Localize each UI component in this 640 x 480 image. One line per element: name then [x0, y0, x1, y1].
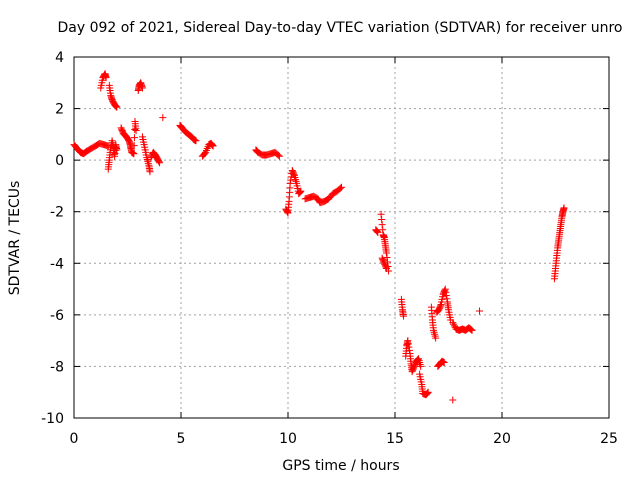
data-point [374, 228, 382, 236]
data-point [297, 187, 305, 195]
data-point-dense [424, 389, 432, 397]
data-point-dense [443, 295, 451, 303]
x-tick-labels: 0 5 10 15 20 25 [70, 431, 618, 447]
data-point-dense [414, 355, 422, 363]
data-point [286, 179, 294, 187]
data-point [209, 142, 217, 150]
data-point [432, 334, 440, 342]
data-point [159, 114, 167, 122]
y-tick-label: -6 [50, 308, 64, 324]
data-point-dense [450, 320, 458, 328]
y-tick-label: -2 [50, 205, 64, 221]
x-tick-label: 25 [600, 431, 618, 447]
data-point-dense [423, 390, 431, 398]
data-point-dense [130, 134, 138, 142]
data-point-dense [379, 226, 387, 234]
data-point [417, 362, 425, 370]
data-point-dense [373, 228, 381, 236]
y-tick-label: 2 [55, 102, 64, 118]
data-point-dense [442, 288, 450, 296]
data-point [146, 168, 154, 176]
data-point-dense [404, 340, 412, 348]
data-point [476, 307, 484, 315]
data-point-dense [467, 326, 475, 334]
y-tick-label: -10 [41, 411, 64, 427]
data-point [440, 359, 448, 367]
data-point-dense [405, 346, 413, 354]
data-point-dense [382, 263, 390, 271]
data-point-dense [450, 322, 458, 330]
data-point [113, 146, 121, 154]
data-point-dense [378, 215, 386, 223]
data-point [138, 84, 146, 92]
data-point [449, 396, 457, 404]
data-point [449, 319, 457, 327]
data-point [132, 126, 140, 134]
data-point-dense [274, 151, 282, 159]
data-point [441, 285, 449, 293]
data-point [382, 249, 390, 257]
y-tick-label: -8 [50, 359, 64, 375]
x-tick-label: 10 [279, 431, 297, 447]
data-point [468, 326, 476, 334]
y-tick-label: 4 [55, 50, 64, 66]
data-point-dense [296, 188, 304, 196]
data-point [130, 150, 138, 158]
chart-title: Day 092 of 2021, Sidereal Day-to-day VTE… [58, 20, 623, 36]
data-point-dense [383, 253, 391, 261]
plot-frame [73, 56, 610, 419]
data-point-dense [201, 149, 209, 157]
data-point-dense [336, 184, 344, 192]
axis-ticks [73, 56, 610, 419]
data-point [113, 103, 121, 111]
data-point-dense [436, 302, 444, 310]
data-point-dense [208, 141, 216, 149]
y-axis-label: SDTVAR / TECUs [7, 181, 23, 296]
data-point [424, 388, 432, 396]
data-point-dense [405, 343, 413, 351]
data-point [338, 183, 345, 191]
x-axis-label: GPS time / hours [282, 458, 399, 474]
y-tick-label: 0 [55, 153, 64, 169]
data-point [156, 159, 164, 167]
data-point-dense [112, 103, 120, 111]
data-point [192, 137, 200, 145]
data-points [70, 70, 568, 404]
x-tick-label: 5 [177, 431, 186, 447]
data-point-dense [442, 292, 450, 300]
grid-lines [74, 57, 609, 418]
data-point [404, 337, 412, 345]
data-point [400, 312, 408, 320]
data-point-dense [378, 221, 386, 229]
x-tick-label: 20 [493, 431, 511, 447]
data-point-dense [466, 325, 474, 333]
data-point-dense [290, 170, 298, 178]
data-point-dense [155, 158, 163, 166]
data-point-dense [209, 141, 217, 149]
y-tick-labels: -10 -8 -6 -4 -2 0 2 4 [41, 50, 64, 427]
data-point-dense [287, 176, 295, 184]
data-point [560, 204, 568, 212]
data-point-dense [112, 102, 120, 110]
data-point [377, 210, 385, 218]
data-point-dense [373, 227, 381, 235]
data-point-dense [296, 188, 304, 196]
data-point [275, 152, 283, 160]
y-tick-label: -4 [50, 256, 64, 272]
data-point [102, 74, 110, 82]
data-point-dense [130, 142, 138, 150]
data-point [382, 264, 390, 272]
data-point-dense [131, 126, 139, 134]
x-tick-label: 0 [70, 431, 79, 447]
x-tick-label: 15 [386, 431, 404, 447]
